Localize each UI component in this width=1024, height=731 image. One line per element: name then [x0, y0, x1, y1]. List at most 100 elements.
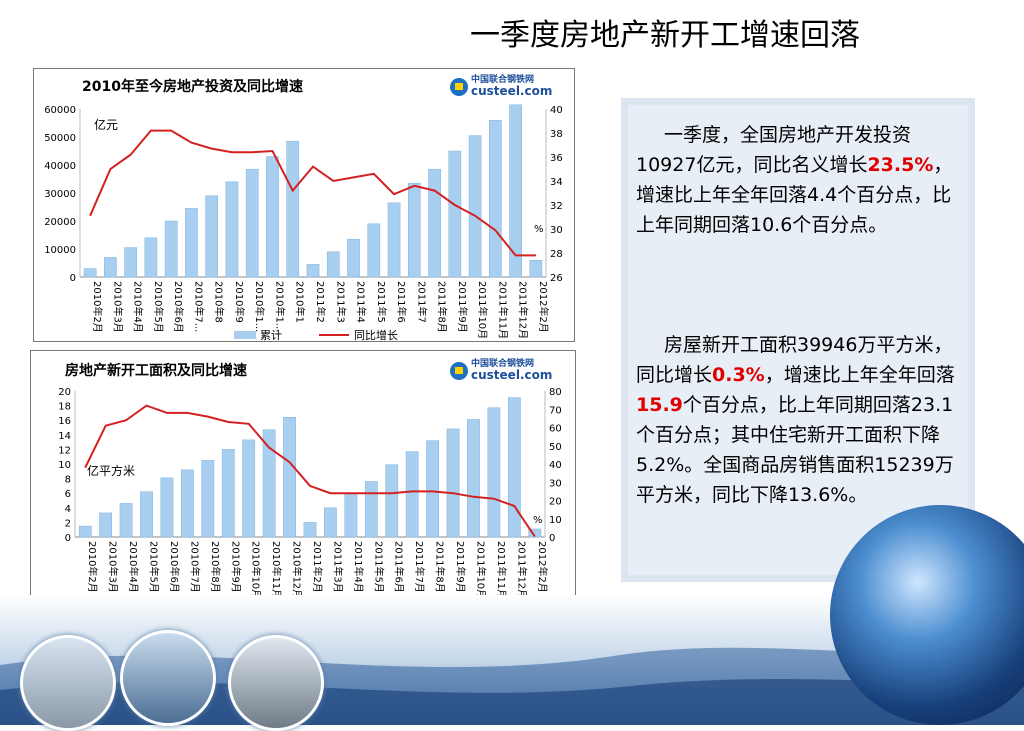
y-right-tick-label: 50 [549, 442, 562, 453]
bar [324, 507, 337, 538]
x-tick-label: 2010年12月 [291, 541, 304, 599]
y-right-tick-label: 28 [550, 249, 563, 260]
y-left-tick-label: 0 [70, 273, 76, 284]
chart-title: 2010年至今房地产投资及同比增速 [82, 78, 303, 95]
bar [160, 477, 174, 538]
bar [489, 119, 502, 278]
y-left-tick-label: 50000 [44, 133, 76, 144]
y-left-tick-label: 0 [65, 533, 71, 544]
x-tick-label: 2012年2月 [536, 541, 549, 593]
y-right-tick-label: 0 [549, 533, 555, 544]
summary-text-panel: 一季度，全国房地产开发投资10927亿元，同比名义增长23.5%，增速比上年全年… [618, 95, 978, 585]
logo-mark-inner [455, 83, 463, 90]
logo-text-en: custeel.com [471, 84, 552, 98]
bar [140, 491, 153, 538]
x-tick-label: 2011年9月 [454, 541, 467, 593]
bar [387, 202, 401, 278]
bar [205, 195, 219, 278]
paragraph-text: 房屋新开工面积39946万平方米，同比增长 [636, 334, 953, 386]
y-left-tick-label: 10000 [44, 245, 76, 256]
bar [468, 135, 482, 278]
y-left-tick-label: 18 [58, 402, 71, 413]
bar [405, 451, 419, 538]
bar [446, 428, 460, 538]
bar [283, 417, 296, 538]
bar [83, 268, 97, 278]
x-tick-label: 2010年8月 [209, 541, 222, 593]
paragraph-text: 个百分点，比上年同期回落23.1个百分点；其中住宅新开工面积下降5.2%。全国商… [636, 394, 954, 506]
x-tick-label: 2010年5月 [148, 541, 161, 593]
x-tick-label: 2010年3月 [111, 281, 124, 333]
x-tick-label: 2011年3月 [331, 541, 344, 593]
bar [529, 259, 543, 278]
bar [185, 208, 198, 278]
x-tick-label: 2011年2月 [311, 541, 324, 593]
logo-text-en: custeel.com [471, 368, 552, 382]
y-right-tick-label: 30 [550, 225, 563, 236]
x-tick-label: 2010年1... [253, 281, 266, 332]
x-tick-label: 2011年2 [314, 281, 327, 323]
y-right-tick-label: 40 [550, 105, 563, 116]
y-left-tick-label: 16 [58, 416, 71, 427]
train-photo [228, 635, 324, 731]
ship-photo [120, 630, 216, 726]
x-tick-label: 2011年10月 [474, 541, 487, 599]
x-tick-label: 2011年11月 [496, 281, 509, 339]
x-tick-label: 2010年10月 [250, 541, 263, 599]
x-tick-label: 2011年11月 [495, 541, 508, 599]
y-left-tick-label: 14 [58, 431, 71, 442]
new-construction-chart-panel: 房地产新开工面积及同比增速 中国联合钢铁网 custeel.com 0 2 4 6 8 10 12… [30, 350, 576, 628]
bar [99, 512, 113, 538]
y-left-tick-label: 60000 [44, 105, 76, 116]
bar [448, 150, 462, 278]
y-left-tick-label: 6 [65, 489, 71, 500]
y-left-tick-label: 4 [65, 504, 71, 515]
legend-swatch-bar [234, 331, 256, 339]
y-right-tick-label: 36 [550, 153, 563, 164]
x-tick-label: 2010年1... [273, 281, 286, 332]
bar [303, 522, 317, 538]
paragraph-text: ，增速比上年全年回落4.4个百分点，比上年同期回落10.6个百分点。 [636, 154, 953, 236]
bar [426, 440, 439, 538]
bar [181, 469, 194, 538]
x-tick-label: 2010年8 [213, 281, 226, 323]
x-tick-label: 2010年4月 [132, 281, 145, 333]
bar [124, 247, 137, 278]
growth-line [89, 129, 536, 257]
bar [104, 257, 117, 278]
bar [221, 449, 235, 538]
y-left-tick-label: 12 [58, 445, 71, 456]
x-tick-label: 2011年12月 [517, 281, 530, 339]
x-tick-label: 2010年6月 [172, 281, 185, 333]
logo-text-cn: 中国联合钢铁网 [471, 357, 534, 369]
y-right-tick-label: 70 [549, 405, 562, 416]
bar [78, 525, 92, 538]
bar [164, 220, 178, 278]
bar [262, 429, 276, 538]
x-tick-label: 2011年5 [375, 281, 388, 323]
y-right-tick-label: 40 [549, 460, 562, 471]
bar [344, 494, 358, 538]
x-tick-label: 2010年3月 [107, 541, 120, 593]
chart-title: 房地产新开工面积及同比增速 [65, 362, 247, 379]
bar [326, 251, 340, 278]
logo-mark-inner [455, 367, 463, 374]
x-tick-label: 2010年9月 [229, 541, 242, 593]
y-right-tick-label: 26 [550, 273, 563, 284]
right-unit-label: % [533, 515, 543, 526]
bar [509, 104, 522, 278]
investment-paragraph: 一季度，全国房地产开发投资10927亿元，同比名义增长23.5%，增速比上年全年… [636, 120, 956, 240]
legend-label: 累计 [260, 329, 282, 341]
legend-label: 同比增长 [354, 328, 398, 341]
y-right-tick-label: 32 [550, 201, 563, 212]
y-right-tick-label: 10 [549, 515, 562, 526]
paragraph-text: ，增速比上年全年回落 [764, 364, 955, 386]
investment-chart-panel: 2010年至今房地产投资及同比增速 中国联合钢铁网 custeel.com 0 1000… [33, 68, 575, 342]
logo-text-cn: 中国联合钢铁网 [471, 73, 534, 85]
bar [201, 460, 215, 538]
x-tick-label: 2011年7月 [413, 541, 426, 593]
y-left-tick-label: 8 [65, 475, 71, 486]
bar [407, 182, 421, 278]
